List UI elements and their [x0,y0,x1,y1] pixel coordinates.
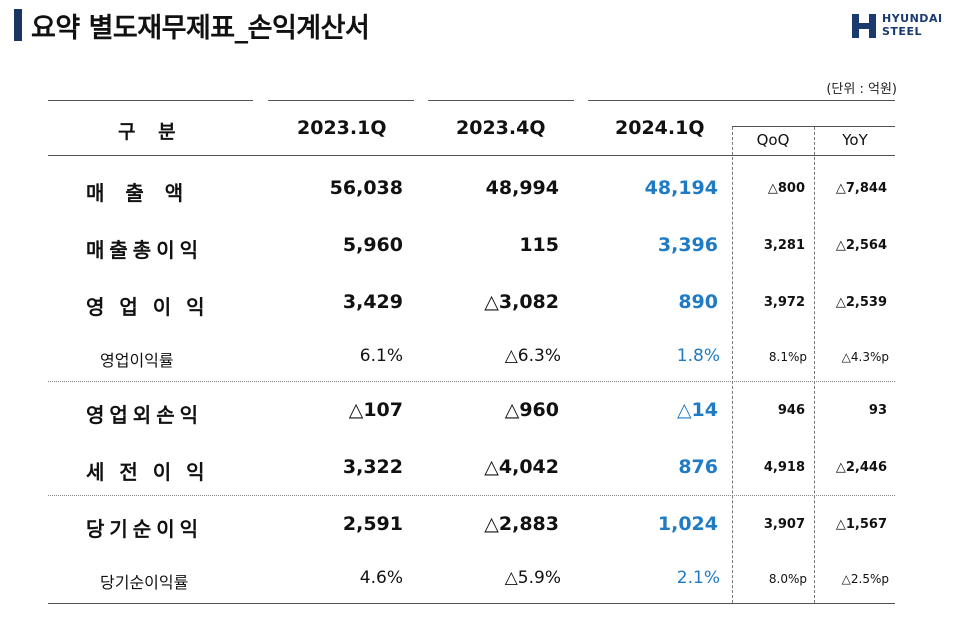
header-qoq: QoQ [756,131,790,149]
row-label-net-profit: 당기순이익 [86,517,203,541]
section-divider [48,495,895,496]
cell-non-operating-2023-1q: △107 [348,399,403,421]
cell-operating-margin-2024-1q: 1.8% [676,346,720,366]
page-title: 요약 별도재무제표_손익계산서 [31,13,370,44]
cell-pretax-profit-yoy: △2,446 [835,460,887,475]
cell-operating-profit-qoq: 3,972 [763,295,805,310]
header-bottom-border [48,155,895,156]
cell-gross-profit-2023-4q: 115 [519,234,559,256]
section-divider [48,381,895,382]
cell-sales-2023-1q: 56,038 [329,177,403,199]
cell-pretax-profit-qoq: 4,918 [763,460,805,475]
table-top-border [588,100,895,101]
cell-sales-yoy: △7,844 [835,181,887,196]
hyundai-steel-logo: HYUNDAI STEEL [850,12,942,40]
header-2023-4q: 2023.4Q [456,117,546,139]
hyundai-steel-logo-mark-icon [852,14,876,38]
row-label-operating-profit: 영 업 이 익 [86,295,209,319]
qoq-divider [732,127,733,603]
cell-operating-profit-2023-4q: △3,082 [484,291,559,313]
cell-pretax-profit-2024-1q: 876 [678,456,718,478]
cell-operating-profit-2023-1q: 3,429 [342,291,403,313]
cell-gross-profit-2024-1q: 3,396 [657,234,718,256]
cell-net-margin-2024-1q: 2.1% [676,568,720,588]
cell-pretax-profit-2023-1q: 3,322 [342,456,403,478]
table-bottom-border [48,603,895,604]
row-label-sales: 매 출 액 [86,181,191,205]
cell-non-operating-yoy: 93 [868,403,887,418]
cell-gross-profit-qoq: 3,281 [763,238,805,253]
header-2024-1q: 2024.1Q [615,117,705,139]
cell-net-profit-yoy: △1,567 [835,517,887,532]
header-2023-1q: 2023.1Q [297,117,387,139]
cell-operating-margin-yoy: △4.3%p [841,350,889,364]
row-label-net-margin: 당기순이익률 [100,573,189,592]
cell-non-operating-2023-4q: △960 [504,399,559,421]
subheader-top-border [732,126,895,127]
row-label-non-operating: 영업외손익 [86,403,203,427]
cell-net-profit-2023-1q: 2,591 [342,513,403,535]
row-label-pretax-profit: 세 전 이 익 [86,460,209,484]
cell-non-operating-2024-1q: △14 [676,399,718,421]
cell-operating-margin-2023-1q: 6.1% [359,346,403,366]
cell-operating-profit-2024-1q: 890 [678,291,718,313]
cell-net-margin-2023-1q: 4.6% [359,568,403,588]
logo-text-line1: HYUNDAI [882,12,943,25]
cell-gross-profit-2023-1q: 5,960 [342,234,403,256]
cell-net-margin-2023-4q: △5.9% [504,568,561,588]
cell-sales-qoq: △800 [767,181,805,196]
cell-net-profit-qoq: 3,907 [763,517,805,532]
cell-operating-margin-qoq: 8.1%p [768,350,807,364]
cell-operating-profit-yoy: △2,539 [835,295,887,310]
row-label-gross-profit: 매출총이익 [86,238,203,262]
unit-label: (단위 : 억원) [826,82,897,97]
cell-non-operating-qoq: 946 [777,403,805,418]
cell-net-margin-qoq: 8.0%p [768,572,807,586]
cell-net-profit-2024-1q: 1,024 [657,513,718,535]
header-yoy: YoY [842,131,868,149]
cell-operating-margin-2023-4q: △6.3% [504,346,561,366]
table-top-border [428,100,574,101]
table-top-border [268,100,414,101]
cell-net-margin-yoy: △2.5%p [841,572,889,586]
table-top-border [48,100,253,101]
cell-sales-2024-1q: 48,194 [644,177,718,199]
cell-gross-profit-yoy: △2,564 [835,238,887,253]
logo-text-line2: STEEL [882,25,922,38]
cell-net-profit-2023-4q: △2,883 [484,513,559,535]
cell-pretax-profit-2023-4q: △4,042 [484,456,559,478]
yoy-divider [814,127,815,603]
title-accent-bar [14,9,22,41]
header-category: 구 분 [118,121,184,143]
row-label-operating-margin: 영업이익률 [100,351,174,370]
cell-sales-2023-4q: 48,994 [485,177,559,199]
